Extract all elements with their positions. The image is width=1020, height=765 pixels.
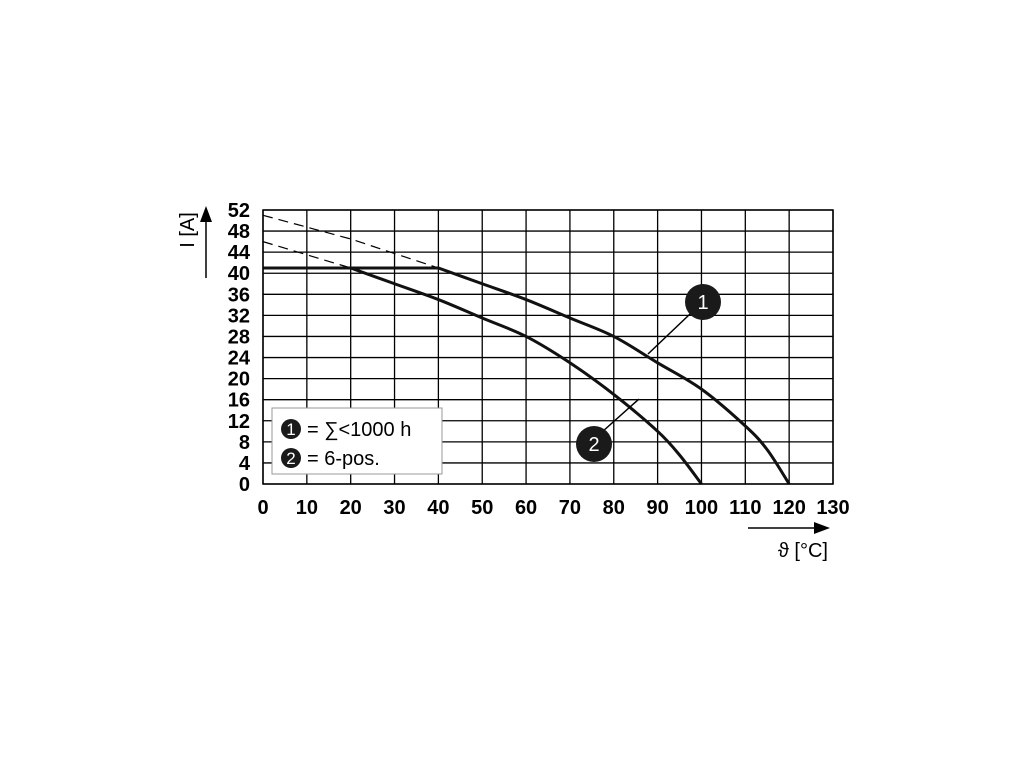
x-axis-label-group: ϑ [°C]: [748, 522, 830, 562]
y-tick-label: 20: [228, 369, 250, 391]
x-axis-arrowhead: [814, 522, 830, 534]
legend-text-2: = 6-pos.: [307, 448, 380, 470]
y-axis-arrowhead: [200, 206, 212, 222]
legend: 1 = ∑<1000 h 2 = 6-pos.: [271, 407, 443, 475]
legend-marker-2-label: 2: [286, 449, 295, 468]
legend-entry-1: 1 = ∑<1000 h: [281, 419, 411, 441]
y-tick-label: 52: [228, 200, 250, 222]
y-tick-label: 44: [228, 242, 251, 264]
x-tick-label: 100: [685, 497, 718, 519]
callout-2-marker: [576, 426, 612, 462]
legend-entry-2: 2 = 6-pos.: [281, 448, 380, 470]
series-1-line: [263, 266, 791, 485]
y-axis-label-group: I [A]: [177, 206, 212, 278]
y-tick-label: 8: [239, 432, 250, 454]
callout-2: 2: [576, 398, 640, 462]
legend-marker-1: [281, 419, 301, 439]
x-tick-label: 40: [427, 497, 449, 519]
x-tick-label: 30: [383, 497, 405, 519]
y-tick-label: 28: [228, 326, 250, 348]
x-tick-label: 0: [257, 497, 268, 519]
series-1-dashed-extension: [262, 214, 439, 269]
legend-marker-2: [281, 448, 301, 468]
series-2: [262, 241, 703, 485]
callout-2-leader: [601, 398, 640, 433]
series-layer: [262, 214, 791, 485]
legend-marker-1-label: 1: [286, 420, 295, 439]
callout-1: 1: [647, 284, 721, 355]
x-tick-label: 60: [515, 497, 537, 519]
y-tick-label: 48: [228, 221, 250, 243]
callout-2-label: 2: [588, 434, 599, 456]
x-tick-label: 80: [603, 497, 625, 519]
y-axis-label: I [A]: [177, 212, 199, 248]
x-tick-label: 110: [729, 497, 761, 519]
x-tick-label: 70: [559, 497, 581, 519]
x-tick-labels: 0 10 20 30 40 50 60 70 80 90 100 110 120 130: [257, 497, 849, 519]
y-tick-label: 16: [228, 390, 250, 412]
legend-text-1: = ∑<1000 h: [307, 419, 411, 441]
y-tick-label: 12: [228, 411, 250, 433]
x-tick-label: 20: [340, 497, 362, 519]
y-tick-label: 40: [228, 263, 250, 285]
callout-1-label: 1: [697, 292, 708, 314]
series-2-line: [263, 266, 703, 485]
series-1: [262, 214, 791, 485]
y-tick-label: 24: [228, 348, 251, 370]
y-tick-label: 0: [239, 474, 250, 496]
callout-1-marker: [685, 284, 721, 320]
x-tick-label: 130: [816, 497, 849, 519]
x-tick-label: 90: [646, 497, 668, 519]
y-tick-label: 36: [228, 284, 250, 306]
y-tick-label: 4: [239, 453, 251, 475]
legend-box: [271, 407, 443, 475]
x-tick-label: 50: [471, 497, 493, 519]
x-axis-label: ϑ [°C]: [778, 540, 828, 562]
x-tick-label: 10: [296, 497, 318, 519]
callout-1-leader: [647, 313, 691, 355]
y-tick-label: 32: [228, 305, 250, 327]
plot-border: [262, 209, 834, 485]
x-tick-label: 120: [772, 497, 805, 519]
